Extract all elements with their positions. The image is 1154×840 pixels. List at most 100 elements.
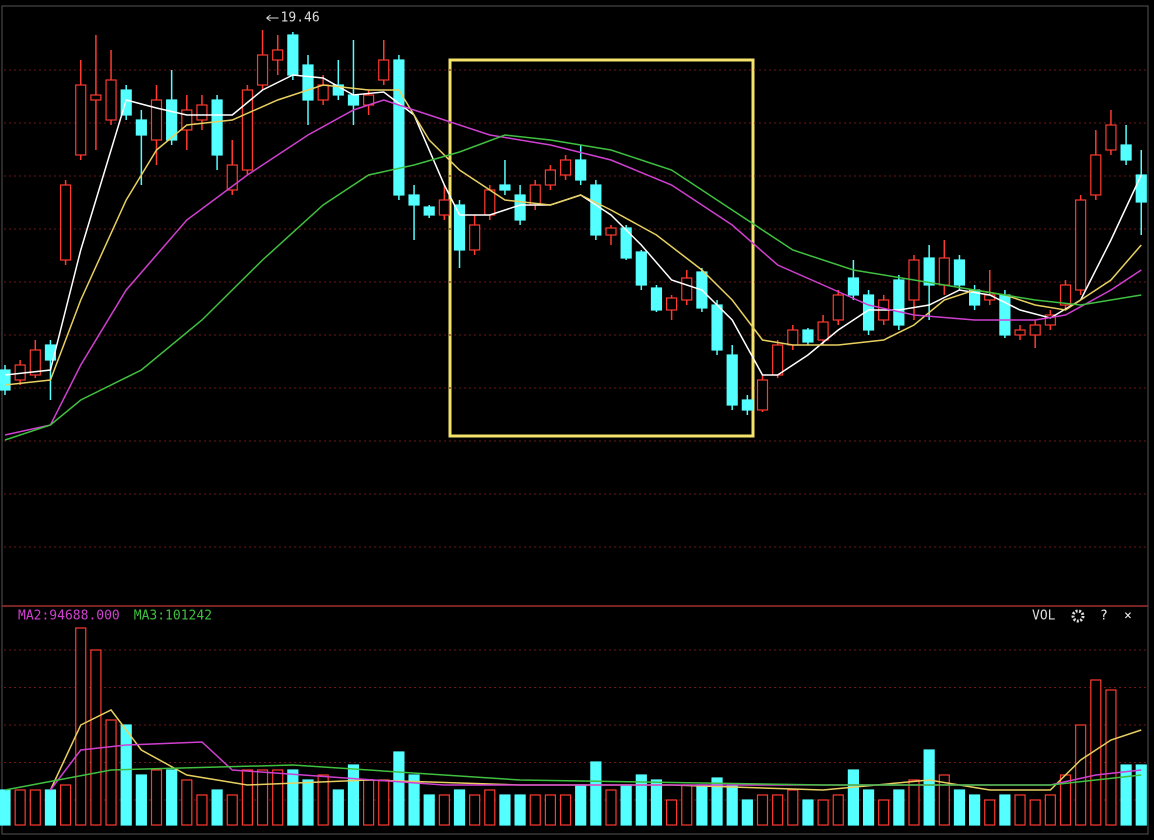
candle-body xyxy=(90,94,102,101)
candle-body xyxy=(393,59,405,196)
volume-bar xyxy=(756,794,769,826)
volume-bar xyxy=(559,794,572,826)
volume-bar xyxy=(908,779,920,826)
volume-bar xyxy=(665,799,678,826)
volume-bar xyxy=(1029,799,1041,826)
volume-bar xyxy=(59,784,72,826)
volume-bar xyxy=(953,789,966,826)
candle-body xyxy=(75,84,87,156)
candle-body xyxy=(423,206,435,216)
volume-bar xyxy=(166,769,178,826)
candle-body xyxy=(590,184,602,236)
volume-bar xyxy=(90,649,102,826)
candle-body xyxy=(559,159,572,176)
panel-button[interactable]: × xyxy=(1124,609,1132,624)
candle-body xyxy=(0,369,11,391)
volume-bar xyxy=(241,769,253,826)
candle-body xyxy=(756,379,769,411)
volume-bar xyxy=(650,779,663,826)
candle-body xyxy=(287,34,299,76)
volume-bar xyxy=(802,799,814,826)
volume-bar xyxy=(150,769,163,826)
candle-body xyxy=(135,119,147,136)
candle-body xyxy=(347,94,360,106)
volume-bar xyxy=(226,794,238,826)
volume-bar xyxy=(772,794,784,826)
ma-line xyxy=(4,99,1142,436)
volume-bar xyxy=(999,794,1011,826)
volume-bar xyxy=(605,789,617,826)
frame xyxy=(1,5,1149,835)
volume-bar xyxy=(923,749,935,826)
volume-bar xyxy=(287,769,299,826)
volume-bar xyxy=(832,794,844,826)
candle-body xyxy=(1120,144,1132,161)
candle-body xyxy=(711,304,723,351)
candle-body xyxy=(302,64,314,101)
volume-bar xyxy=(726,784,738,826)
volume-bar xyxy=(1014,794,1026,826)
candle-body xyxy=(1029,324,1041,336)
volume-bar xyxy=(787,789,799,826)
volume-bar xyxy=(938,774,950,826)
candle-body xyxy=(938,257,950,286)
volume-bar xyxy=(0,789,11,826)
volume-bar xyxy=(408,774,420,826)
candle-body xyxy=(499,184,511,191)
volume-bar xyxy=(484,789,496,826)
candle-body xyxy=(605,227,617,236)
volume-bar xyxy=(696,784,708,826)
candle-body xyxy=(741,399,753,411)
volume-bar xyxy=(29,789,41,826)
candle-body xyxy=(772,344,784,376)
ma-line xyxy=(4,764,1142,791)
volume-bar xyxy=(1105,689,1117,826)
volume-bar xyxy=(211,789,223,826)
volume-bar xyxy=(575,784,587,826)
candle-body xyxy=(408,194,420,206)
volume-bar xyxy=(196,794,208,826)
candle-body xyxy=(272,49,284,61)
candle-body xyxy=(150,99,163,141)
volume-bar xyxy=(862,789,875,826)
candle-body xyxy=(226,164,238,191)
volume-bar xyxy=(120,724,132,826)
volume-bar xyxy=(1120,764,1132,826)
candle-body xyxy=(59,184,72,261)
volume-bar xyxy=(893,789,905,826)
volume-bar xyxy=(256,769,269,826)
volume-bar xyxy=(817,799,829,826)
volume-bar xyxy=(181,779,193,826)
volume-bar xyxy=(44,789,57,826)
candle-body xyxy=(105,79,117,121)
volume-bar xyxy=(1044,794,1056,826)
ma-line xyxy=(49,741,1142,791)
volume-bar xyxy=(681,784,693,826)
settings-icon[interactable] xyxy=(1071,609,1085,623)
volume-bar xyxy=(363,779,375,826)
candle-body xyxy=(817,321,829,341)
volume-bar xyxy=(544,794,557,826)
candle-body xyxy=(650,287,663,311)
volume-bar xyxy=(105,719,117,826)
volume-bar xyxy=(393,751,405,826)
panel-button[interactable]: ? xyxy=(1100,609,1108,624)
candle-body xyxy=(438,199,450,216)
volume-bar xyxy=(984,799,996,826)
volume-bar xyxy=(514,794,526,826)
candle-body xyxy=(847,277,860,296)
candle-body xyxy=(453,204,466,251)
annotation: 19.46 xyxy=(281,11,320,26)
candle-body xyxy=(1135,174,1147,203)
candle-body xyxy=(635,251,647,286)
gear[interactable] xyxy=(1071,609,1085,623)
candle-body xyxy=(484,189,496,216)
volume-bar xyxy=(968,794,981,826)
volume-bar xyxy=(878,799,890,826)
candle-body xyxy=(681,277,693,301)
legend-entry: MA2:94688.000 xyxy=(18,609,120,624)
candle-body xyxy=(241,89,253,171)
candle-body xyxy=(469,224,481,251)
volume-bar xyxy=(1075,724,1087,826)
candle-body xyxy=(196,104,208,121)
